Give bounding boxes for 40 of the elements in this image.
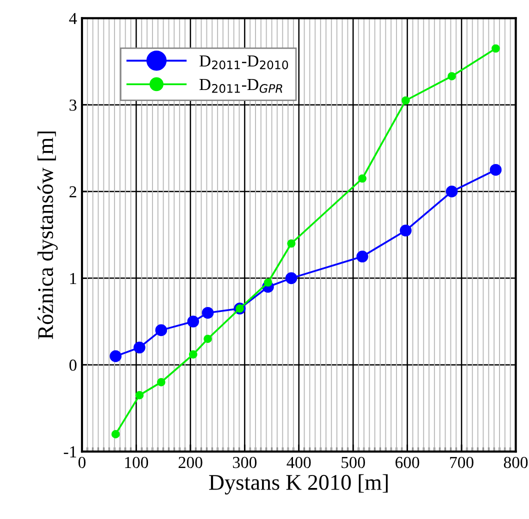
point	[400, 224, 412, 236]
point	[446, 186, 458, 198]
y-tick-label: 3	[70, 100, 76, 111]
point	[285, 272, 298, 284]
x-tick-label: 300	[232, 456, 257, 468]
point	[155, 324, 168, 336]
point	[356, 250, 368, 262]
y-tick-label: 2	[70, 186, 76, 198]
point	[134, 342, 146, 354]
x-tick-label: 800	[504, 456, 528, 468]
point	[490, 164, 502, 176]
x-tick-label: 100	[125, 456, 148, 468]
point	[110, 350, 122, 362]
point	[358, 174, 366, 183]
point	[187, 316, 200, 328]
x-tick-label: 600	[396, 456, 420, 468]
x-tick-label: 500	[342, 456, 365, 468]
x-tick-label: 200	[178, 456, 202, 468]
y-tick-label: -1	[64, 446, 76, 458]
point	[402, 96, 410, 105]
point	[188, 350, 198, 359]
x-axis-title: Dystans K 2010 [m]	[209, 474, 388, 494]
point	[202, 306, 214, 319]
y-tick-label: 0	[69, 360, 76, 371]
legend-label: D$_{2011}$-D$_{GPR}$	[200, 79, 282, 93]
point	[492, 44, 500, 53]
y-tick-label: 4	[69, 12, 77, 24]
point	[204, 334, 212, 344]
point	[135, 391, 144, 400]
legend-label: D$_{2011}$-D$_{2010}$	[200, 56, 288, 70]
x-tick-label: 0	[78, 456, 86, 468]
point	[264, 278, 272, 287]
point	[287, 239, 296, 248]
y-tick-label: 1	[70, 272, 76, 284]
y-axis-title: Różnica dystansów [m]	[37, 132, 58, 340]
point	[448, 72, 456, 80]
point	[111, 430, 120, 438]
x-tick-label: 400	[286, 456, 311, 468]
point	[156, 378, 166, 386]
x-tick-label: 700	[450, 456, 474, 468]
